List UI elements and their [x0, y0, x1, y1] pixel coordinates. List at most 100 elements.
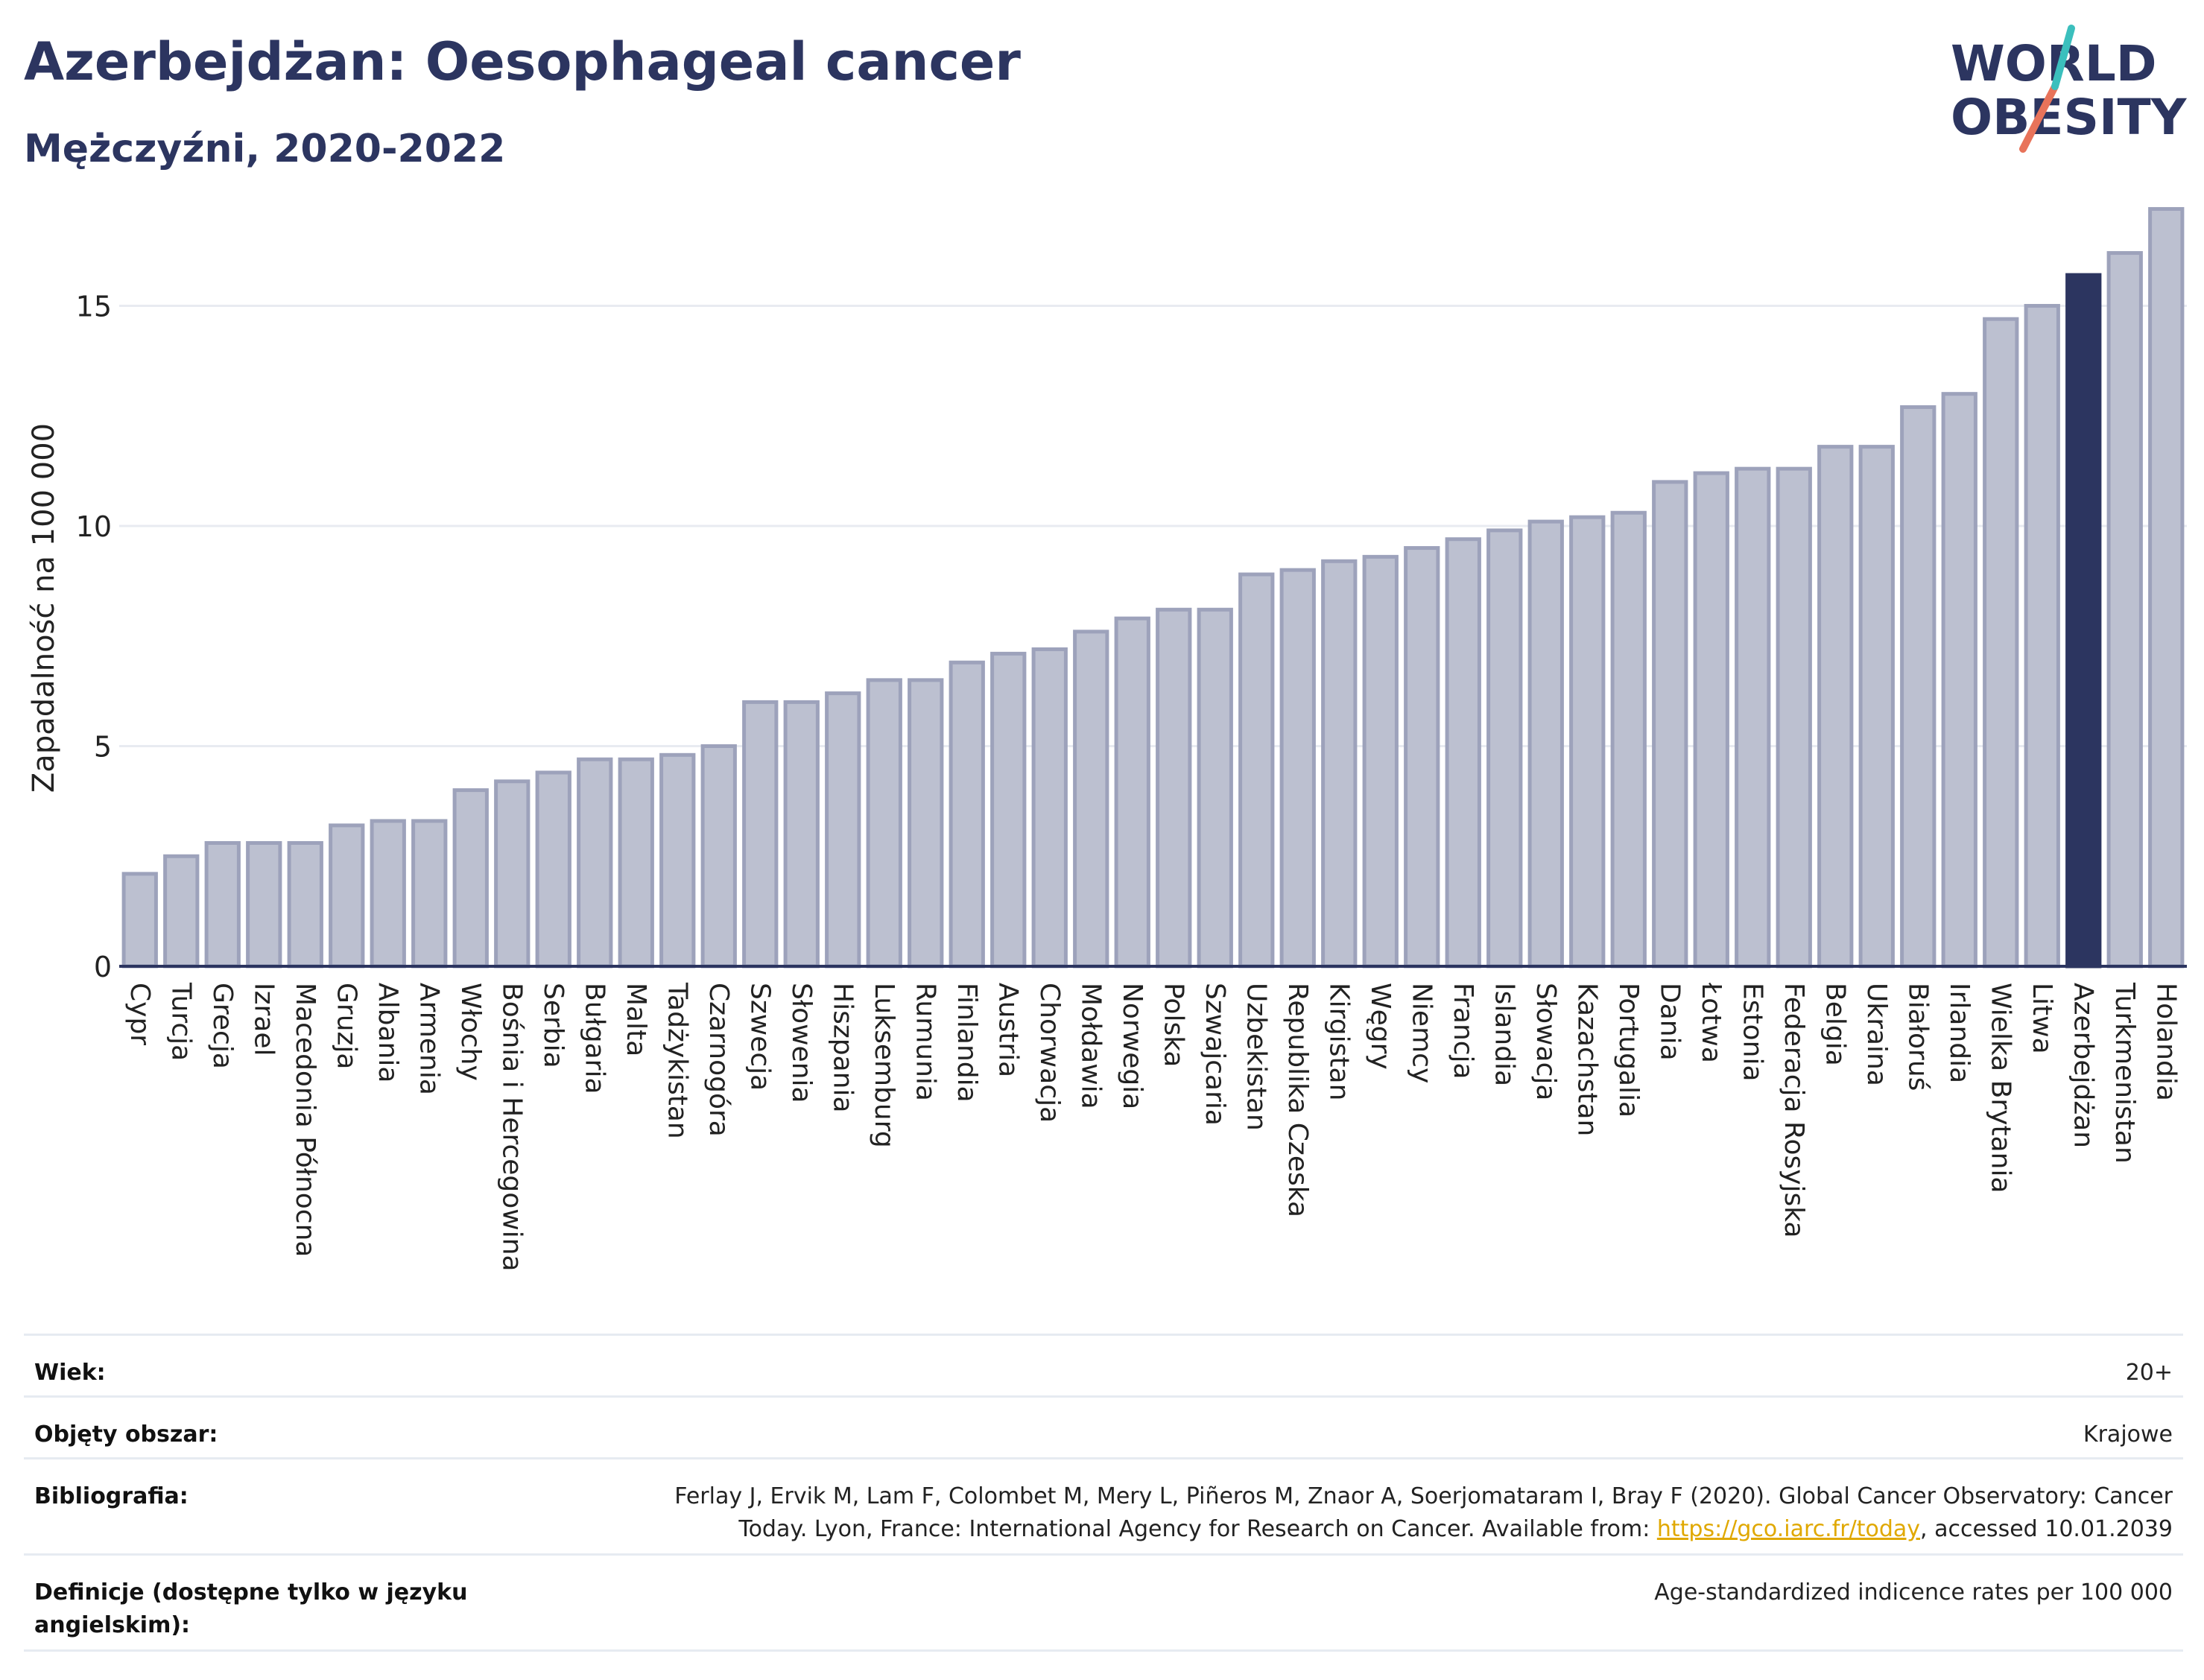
- x-tick-label: Armenia: [414, 983, 444, 1095]
- bibliography-line2: Today. Lyon, France: International Agenc…: [674, 1513, 2173, 1546]
- bar: [1279, 568, 1316, 969]
- x-tick-label: Irlandia: [1944, 983, 1975, 1083]
- x-tick-label: Szwecja: [744, 983, 775, 1091]
- logo-line2: OBESITY: [1951, 89, 2188, 146]
- bar: [1445, 537, 1481, 969]
- info-row-definitions: Definicje (dostępne tylko w języku angie…: [24, 1553, 2183, 1652]
- x-tick-label: Ukraina: [1861, 983, 1892, 1086]
- bar: [121, 872, 158, 969]
- bar: [1362, 554, 1399, 969]
- bar: [246, 841, 282, 969]
- x-tick-label: Litwa: [2027, 983, 2057, 1054]
- x-tick-label: Słowacja: [1530, 983, 1561, 1100]
- bar: [452, 788, 489, 969]
- bar: [1238, 572, 1275, 969]
- page-title: Azerbejdżan: Oesophageal cancer: [24, 31, 1021, 92]
- logo-slash-lower: [2019, 83, 2059, 153]
- bar: [1114, 616, 1150, 969]
- bar: [1486, 528, 1523, 969]
- bar: [1900, 405, 1937, 969]
- bar: [329, 823, 365, 969]
- x-tick-label: Grecja: [207, 983, 238, 1069]
- bar: [825, 691, 861, 969]
- bar: [742, 700, 779, 969]
- bibliography-value: Ferlay J, Ervik M, Lam F, Colombet M, Me…: [674, 1480, 2173, 1546]
- bar: [1610, 510, 1647, 969]
- x-tick-label: Republika Czeska: [1282, 983, 1313, 1217]
- x-tick-label: Tadżykistan: [662, 982, 692, 1139]
- logo-slash-upper: [2051, 25, 2075, 90]
- bibliography-line2-text: Today. Lyon, France: International Agenc…: [738, 1516, 1657, 1542]
- x-tick-label: Federacja Rosyjska: [1779, 983, 1809, 1238]
- x-tick-label: Szwajcaria: [1200, 983, 1230, 1126]
- x-tick-label: Węgry: [1365, 983, 1396, 1070]
- area-value: Krajowe: [2083, 1421, 2173, 1448]
- area-label: Objęty obszar:: [34, 1421, 218, 1448]
- x-tick-label: Turcja: [165, 982, 196, 1061]
- x-tick-label: Mołdawia: [1075, 983, 1106, 1109]
- x-tick-label: Białoruś: [1902, 983, 1933, 1091]
- bar: [1156, 607, 1192, 969]
- bar: [2024, 303, 2060, 969]
- x-tick-label: Włochy: [455, 983, 486, 1081]
- x-tick-label: Cypr: [124, 983, 155, 1045]
- x-tick-label: Portugalia: [1613, 983, 1644, 1118]
- bar: [1776, 466, 1812, 969]
- definitions-value: Age-standardized indicence rates per 100…: [1654, 1579, 2173, 1605]
- info-row-age: Wiek: 20+: [24, 1334, 2183, 1395]
- page-subtitle: Mężczyźni, 2020-2022: [24, 127, 506, 171]
- bibliography-link[interactable]: https://gco.iarc.fr/today: [1656, 1516, 1921, 1542]
- x-tick-label: Niemcy: [1406, 983, 1437, 1083]
- bibliography-accessed: , accessed 10.01.2039: [1920, 1516, 2173, 1542]
- info-row-area: Objęty obszar: Krajowe: [24, 1395, 2183, 1457]
- x-tick-label: Dania: [1654, 983, 1685, 1061]
- x-tick-label: Izrael: [248, 983, 279, 1056]
- x-tick-label: Kirgistan: [1323, 983, 1354, 1100]
- x-tick-label: Czarnogóra: [703, 983, 734, 1137]
- bar: [700, 744, 737, 969]
- age-value: 20+: [2125, 1360, 2173, 1386]
- bar: [1817, 445, 1854, 969]
- bar: [287, 841, 323, 969]
- bar: [1858, 445, 1895, 969]
- bar: [783, 700, 820, 969]
- bar: [370, 819, 406, 969]
- bar: [1735, 466, 1771, 969]
- bar: [659, 752, 696, 969]
- bar: [618, 757, 654, 969]
- y-tick-label: 15: [76, 290, 112, 323]
- bar: [990, 651, 1027, 969]
- definitions-label: Definicje (dostępne tylko w języku angie…: [34, 1579, 468, 1638]
- x-tick-label: Macedonia Północna: [290, 983, 320, 1257]
- bar: [1404, 546, 1440, 969]
- bar: [1983, 317, 2019, 969]
- bar: [866, 678, 902, 969]
- bar: [1031, 647, 1068, 969]
- x-tick-label: Uzbekistan: [1241, 983, 1271, 1131]
- x-tick-label: Bułgaria: [579, 983, 609, 1094]
- bar: [1527, 519, 1564, 969]
- bibliography-label: Bibliografia:: [34, 1483, 189, 1509]
- x-tick-label: Norwegia: [1117, 983, 1147, 1109]
- bar: [535, 770, 571, 969]
- y-tick-label: 10: [76, 510, 112, 543]
- bar: [2106, 251, 2143, 969]
- x-tick-label: Wielka Brytania: [1985, 983, 2015, 1194]
- age-label: Wiek:: [34, 1360, 106, 1386]
- bar-chart: 0 5 10 15 Zapadalność na 100 000 Cypr Turcja Gr…: [27, 206, 2187, 1272]
- bar: [1197, 607, 1233, 969]
- x-tick-label: Słowenia: [786, 983, 817, 1103]
- bar: [1693, 471, 1729, 969]
- y-tick-label: 0: [94, 951, 112, 983]
- x-tick-label: Chorwacja: [1034, 983, 1065, 1123]
- bar: [204, 841, 241, 969]
- y-axis-label: Zapadalność na 100 000: [27, 423, 61, 793]
- world-obesity-logo: WORLD OBESITY: [1951, 25, 2188, 153]
- x-tick-label: Kazachstan: [1571, 983, 1602, 1136]
- info-table: Wiek: 20+ Objęty obszar: Krajowe Bibliog…: [24, 1334, 2183, 1652]
- x-tick-label: Francja: [1448, 983, 1478, 1080]
- bar: [411, 819, 448, 969]
- bar: [1569, 515, 1606, 969]
- x-tick-label: Belgia: [1820, 983, 1850, 1066]
- x-tick-label: Finlandia: [951, 983, 982, 1103]
